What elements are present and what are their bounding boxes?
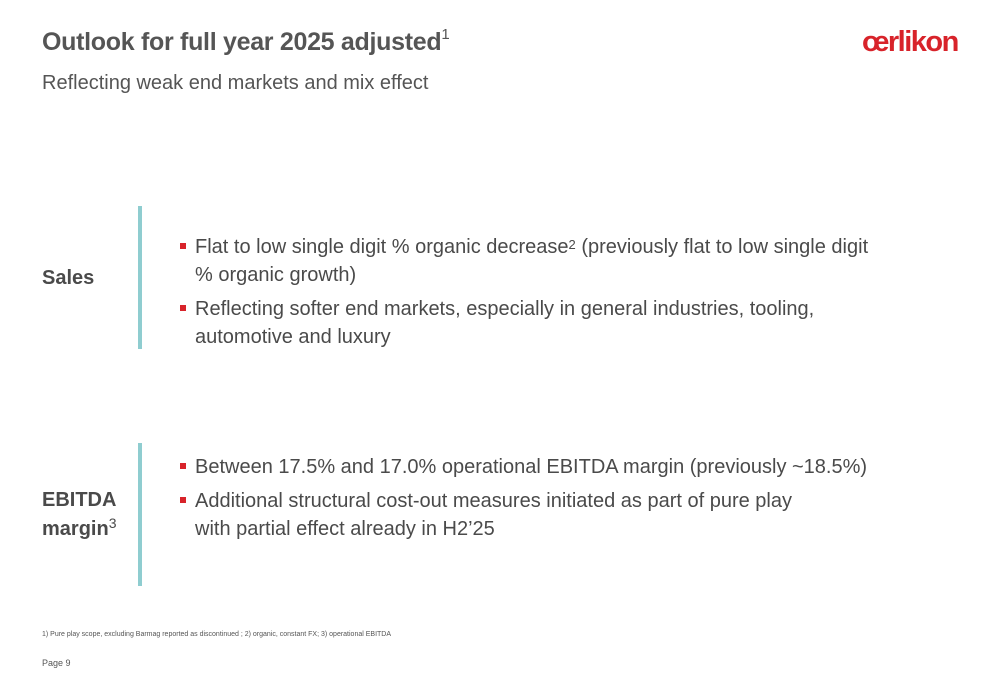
bullet-square-icon (180, 243, 186, 249)
bullet-square-icon (180, 305, 186, 311)
bullet-square-icon (180, 497, 186, 503)
ebitda-label: EBITDA margin3 (42, 486, 116, 544)
ebitda-bullet-list: Between 17.5% and 17.0% operational EBIT… (180, 453, 880, 549)
ebitda-label-line1: EBITDA (42, 489, 117, 511)
ebitda-bullet-1: Between 17.5% and 17.0% operational EBIT… (180, 453, 880, 481)
sales-divider (138, 206, 142, 349)
page-subtitle: Reflecting weak end markets and mix effe… (42, 72, 429, 94)
title-text: Outlook for full year 2025 adjusted (42, 28, 442, 56)
oerlikon-logo: œrlikon (862, 26, 959, 58)
footnote: 1) Pure play scope, excluding Barmag rep… (42, 631, 392, 638)
footnote-marker: 2 (568, 237, 576, 252)
bullet-square-icon (180, 463, 186, 469)
ebitda-divider (138, 443, 142, 586)
sales-label: Sales (42, 267, 95, 289)
page-title: Outlook for full year 2025 adjusted1 (42, 26, 450, 57)
page-number: Page 9 (42, 658, 71, 668)
sales-bullet-list: Flat to low single digit % organic decre… (180, 233, 880, 357)
ebitda-bullet-2: Additional structural cost-out measures … (180, 487, 815, 543)
ebitda-label-line2: margin (42, 518, 109, 540)
sales-bullet-1: Flat to low single digit % organic decre… (180, 233, 880, 289)
sales-bullet-2: Reflecting softer end markets, especiall… (180, 295, 880, 351)
footnote-marker: 3 (108, 515, 117, 531)
title-footnote-marker: 1 (441, 26, 450, 43)
